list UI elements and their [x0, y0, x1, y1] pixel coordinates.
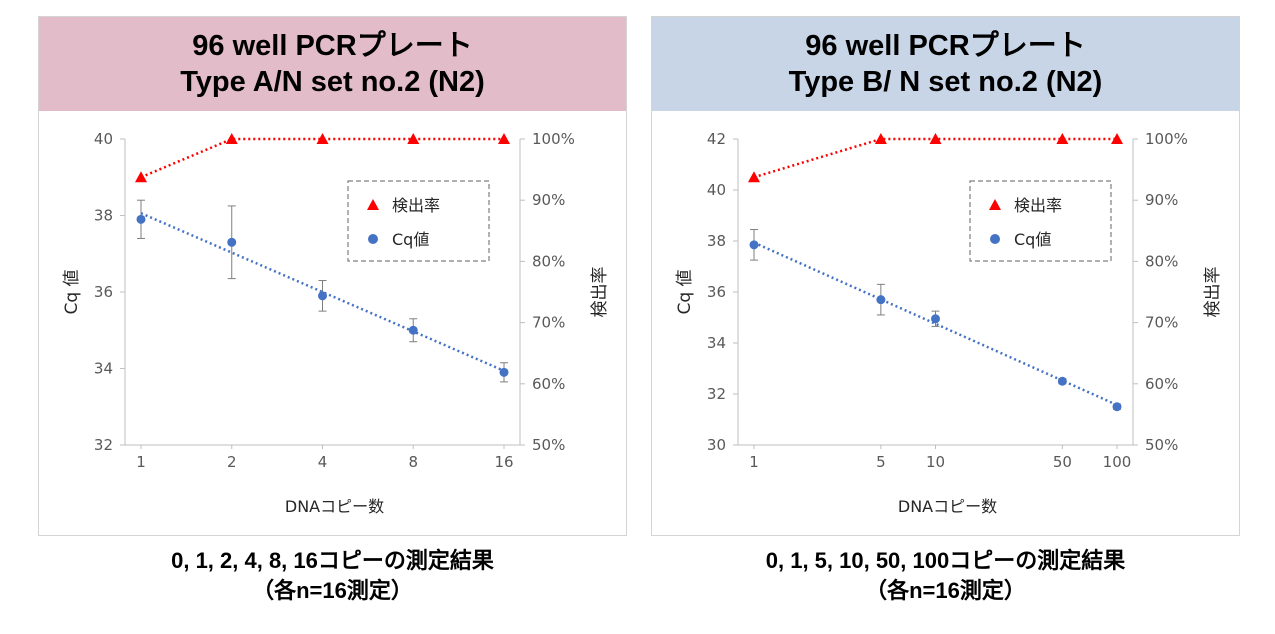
left-y-tick-label: 42	[707, 130, 726, 148]
x-axis-title: DNAコピー数	[898, 497, 997, 516]
right-y-tick-label: 80%	[532, 252, 565, 270]
x-tick-label: 5	[876, 453, 886, 471]
right-y-tick-label: 70%	[1145, 314, 1178, 332]
detection-rate-line	[753, 137, 1117, 179]
caption-line-2: （各n=16測定）	[252, 578, 413, 603]
right-y-axis-title: 検出率	[1203, 267, 1223, 318]
chart-title-right: 96 well PCRプレート Type B/ N set no.2 (N2)	[652, 17, 1239, 111]
detection-rate-point	[1111, 133, 1123, 144]
left-y-axis-title: Cq 値	[675, 269, 695, 314]
right-y-tick-label: 90%	[1145, 191, 1178, 209]
x-tick-label: 2	[227, 453, 237, 471]
legend-triangle-icon	[989, 199, 1001, 210]
chart-panel-right: 96 well PCRプレート Type B/ N set no.2 (N2) …	[651, 16, 1240, 536]
left-y-tick-label: 30	[707, 436, 726, 454]
right-y-tick-label: 100%	[532, 130, 575, 148]
legend-label-cq: Cq値	[392, 230, 429, 249]
legend-circle-icon	[990, 234, 1000, 244]
detection-rate-point	[929, 133, 942, 144]
cq-point	[318, 291, 327, 301]
right-y-tick-label: 60%	[1145, 375, 1178, 393]
cq-point	[227, 237, 237, 247]
cq-point	[876, 295, 886, 305]
cq-point	[499, 367, 509, 377]
cq-point	[408, 325, 418, 335]
detection-rate-point	[135, 171, 147, 183]
detection-rate-point	[874, 133, 887, 144]
chart-title-line-2: Type A/N set no.2 (N2)	[180, 66, 485, 98]
cq-trendline	[140, 212, 505, 372]
detection-rate-point	[748, 171, 760, 183]
caption-right: 0, 1, 5, 10, 50, 100コピーの測定結果 （各n=16測定）	[651, 546, 1240, 606]
x-tick-label: 10	[926, 453, 945, 471]
legend-label-detection-rate: 検出率	[1014, 196, 1062, 215]
detection-rate-point	[1056, 133, 1069, 144]
left-y-tick-label: 38	[94, 207, 113, 225]
cq-trendline	[753, 241, 1118, 407]
left-y-tick-label: 40	[94, 130, 113, 148]
left-y-tick-label: 36	[707, 283, 726, 301]
chart-right-plot: 30 32 34 36 38 40 42 50% 60% 70% 80% 90% 100% 1 5 10 50 1…	[675, 130, 1223, 516]
x-tick-label: 1	[749, 453, 759, 471]
x-tick-label: 4	[318, 453, 328, 471]
detection-rate-point	[316, 133, 329, 144]
left-y-tick-label: 36	[94, 283, 113, 301]
detection-rate-line	[140, 137, 504, 179]
detection-rate-point	[407, 133, 420, 144]
x-axis-title: DNAコピー数	[285, 497, 384, 516]
caption-left: 0, 1, 2, 4, 8, 16コピーの測定結果 （各n=16測定）	[38, 546, 627, 606]
left-y-axis-title: Cq 値	[62, 269, 82, 314]
x-tick-label: 1	[136, 453, 146, 471]
x-tick-label: 100	[1103, 453, 1132, 471]
caption-line-2: （各n=16測定）	[865, 578, 1026, 603]
x-tick-label: 8	[408, 453, 418, 471]
cq-point	[136, 214, 146, 224]
detection-rate-point	[225, 133, 238, 144]
left-y-tick-label: 32	[707, 385, 726, 403]
right-y-tick-label: 60%	[532, 375, 565, 393]
legend-label-cq: Cq値	[1014, 230, 1051, 249]
chart-title-line-2: Type B/ N set no.2 (N2)	[788, 66, 1103, 98]
chart-title-line-1: 96 well PCRプレート	[805, 30, 1086, 62]
right-y-tick-label: 100%	[1145, 130, 1188, 148]
legend-box	[347, 180, 490, 262]
x-tick-label: 50	[1053, 453, 1072, 471]
chart-title-left: 96 well PCRプレート Type A/N set no.2 (N2)	[39, 17, 626, 111]
left-y-tick-label: 32	[94, 436, 113, 454]
caption-line-1: 0, 1, 2, 4, 8, 16コピーの測定結果	[171, 548, 494, 573]
right-y-tick-label: 90%	[532, 191, 565, 209]
right-y-tick-label: 70%	[532, 314, 565, 332]
legend-triangle-icon	[367, 199, 379, 210]
legend-circle-icon	[368, 234, 378, 244]
legend-label-detection-rate: 検出率	[392, 196, 440, 215]
cq-point	[1112, 402, 1122, 412]
left-y-tick-label: 38	[707, 232, 726, 250]
right-y-tick-label: 50%	[532, 436, 565, 454]
left-y-tick-label: 34	[94, 360, 113, 378]
cq-point	[1057, 376, 1067, 386]
x-tick-label: 16	[494, 453, 513, 471]
left-y-tick-label: 34	[707, 334, 726, 352]
cq-point	[931, 314, 940, 324]
chart-panel-left: 96 well PCRプレート Type A/N set no.2 (N2) 3…	[38, 16, 627, 536]
right-y-tick-label: 50%	[1145, 436, 1178, 454]
chart-title-line-1: 96 well PCRプレート	[192, 30, 473, 62]
cq-point	[749, 240, 759, 250]
right-y-axis-title: 検出率	[590, 267, 610, 318]
detection-rate-point	[498, 133, 510, 144]
caption-line-1: 0, 1, 5, 10, 50, 100コピーの測定結果	[765, 548, 1126, 573]
legend-box	[969, 180, 1112, 262]
chart-left-plot: 32 34 36 38 40 50% 60% 70% 80% 90% 100% 1 2 4 8 16 DNAコピ…	[62, 130, 610, 516]
left-y-tick-label: 40	[707, 181, 726, 199]
right-y-tick-label: 80%	[1145, 252, 1178, 270]
